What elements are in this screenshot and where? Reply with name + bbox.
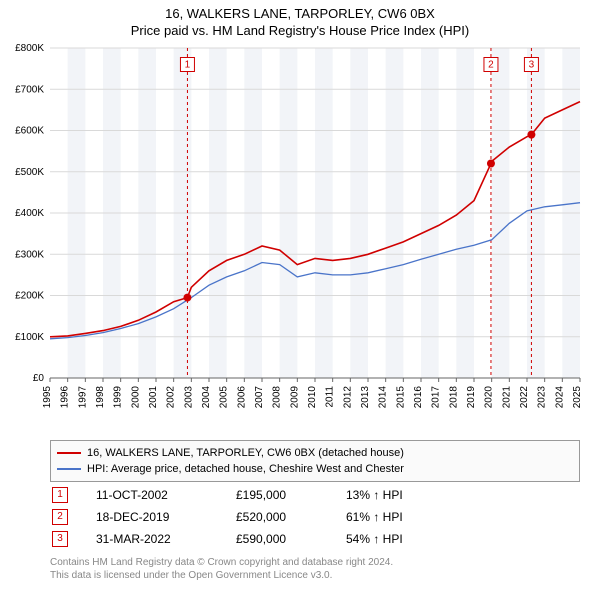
svg-text:1997: 1997 xyxy=(77,386,88,409)
price-chart: £0£100K£200K£300K£400K£500K£600K£700K£80… xyxy=(50,48,580,378)
svg-text:2022: 2022 xyxy=(519,386,530,409)
legend-swatch xyxy=(57,452,81,454)
svg-text:1998: 1998 xyxy=(95,386,106,409)
svg-text:2006: 2006 xyxy=(236,386,247,409)
svg-text:2003: 2003 xyxy=(183,386,194,409)
svg-text:£200K: £200K xyxy=(15,291,44,302)
svg-text:1: 1 xyxy=(185,60,191,71)
event-table: 1 11-OCT-2002£195,00013% ↑ HPI 2 18-DEC-201… xyxy=(50,484,580,550)
legend-label: 16, WALKERS LANE, TARPORLEY, CW6 0BX (de… xyxy=(87,447,404,459)
event-percent: 13% ↑ HPI xyxy=(346,488,466,502)
event-date: 11-OCT-2002 xyxy=(96,488,236,502)
svg-text:2: 2 xyxy=(488,60,494,71)
event-row: 1 11-OCT-2002£195,00013% ↑ HPI xyxy=(50,484,580,506)
svg-text:1999: 1999 xyxy=(113,386,124,409)
svg-text:2016: 2016 xyxy=(413,386,424,409)
svg-text:2005: 2005 xyxy=(219,386,230,409)
svg-text:2017: 2017 xyxy=(431,386,442,409)
event-percent: 54% ↑ HPI xyxy=(346,532,466,546)
svg-text:2015: 2015 xyxy=(395,386,406,409)
svg-text:2002: 2002 xyxy=(166,386,177,409)
footer-attribution: Contains HM Land Registry data © Crown c… xyxy=(50,556,393,582)
event-price: £195,000 xyxy=(236,488,346,502)
svg-text:£600K: £600K xyxy=(15,126,44,137)
event-date: 31-MAR-2022 xyxy=(96,532,236,546)
svg-text:3: 3 xyxy=(529,60,535,71)
svg-text:2021: 2021 xyxy=(501,386,512,409)
svg-text:£500K: £500K xyxy=(15,167,44,178)
chart-title-address: 16, WALKERS LANE, TARPORLEY, CW6 0BX xyxy=(0,6,600,21)
svg-text:2014: 2014 xyxy=(378,386,389,409)
event-date: 18-DEC-2019 xyxy=(96,510,236,524)
svg-text:2000: 2000 xyxy=(130,386,141,409)
svg-text:2020: 2020 xyxy=(484,386,495,409)
svg-text:2023: 2023 xyxy=(537,386,548,409)
svg-text:2019: 2019 xyxy=(466,386,477,409)
svg-text:2004: 2004 xyxy=(201,386,212,409)
svg-text:2007: 2007 xyxy=(254,386,265,409)
footer-line-1: Contains HM Land Registry data © Crown c… xyxy=(50,556,393,569)
event-row: 2 18-DEC-2019£520,00061% ↑ HPI xyxy=(50,506,580,528)
legend: 16, WALKERS LANE, TARPORLEY, CW6 0BX (de… xyxy=(50,440,580,482)
svg-text:2012: 2012 xyxy=(342,386,353,409)
svg-text:£400K: £400K xyxy=(15,208,44,219)
svg-text:£0: £0 xyxy=(33,373,45,384)
svg-text:2009: 2009 xyxy=(289,386,300,409)
svg-text:1996: 1996 xyxy=(60,386,71,409)
svg-text:1995: 1995 xyxy=(42,386,53,409)
legend-item: 16, WALKERS LANE, TARPORLEY, CW6 0BX (de… xyxy=(57,445,573,461)
chart-title-subtitle: Price paid vs. HM Land Registry's House … xyxy=(0,23,600,38)
event-number-badge: 2 xyxy=(52,509,68,525)
event-percent: 61% ↑ HPI xyxy=(346,510,466,524)
svg-text:2018: 2018 xyxy=(448,386,459,409)
legend-label: HPI: Average price, detached house, Ches… xyxy=(87,463,404,475)
legend-swatch xyxy=(57,468,81,470)
event-price: £520,000 xyxy=(236,510,346,524)
event-row: 3 31-MAR-2022£590,00054% ↑ HPI xyxy=(50,528,580,550)
svg-text:2001: 2001 xyxy=(148,386,159,409)
svg-text:£300K: £300K xyxy=(15,249,44,260)
event-number-badge: 3 xyxy=(52,531,68,547)
svg-text:£700K: £700K xyxy=(15,84,44,95)
svg-text:2025: 2025 xyxy=(572,386,583,409)
event-price: £590,000 xyxy=(236,532,346,546)
svg-text:2024: 2024 xyxy=(554,386,565,409)
svg-text:£800K: £800K xyxy=(15,43,44,54)
svg-text:2011: 2011 xyxy=(325,386,336,408)
svg-text:£100K: £100K xyxy=(15,332,44,343)
legend-item: HPI: Average price, detached house, Ches… xyxy=(57,461,573,477)
svg-text:2008: 2008 xyxy=(272,386,283,409)
footer-line-2: This data is licensed under the Open Gov… xyxy=(50,569,393,582)
svg-text:2013: 2013 xyxy=(360,386,371,409)
event-number-badge: 1 xyxy=(52,487,68,503)
svg-text:2010: 2010 xyxy=(307,386,318,409)
